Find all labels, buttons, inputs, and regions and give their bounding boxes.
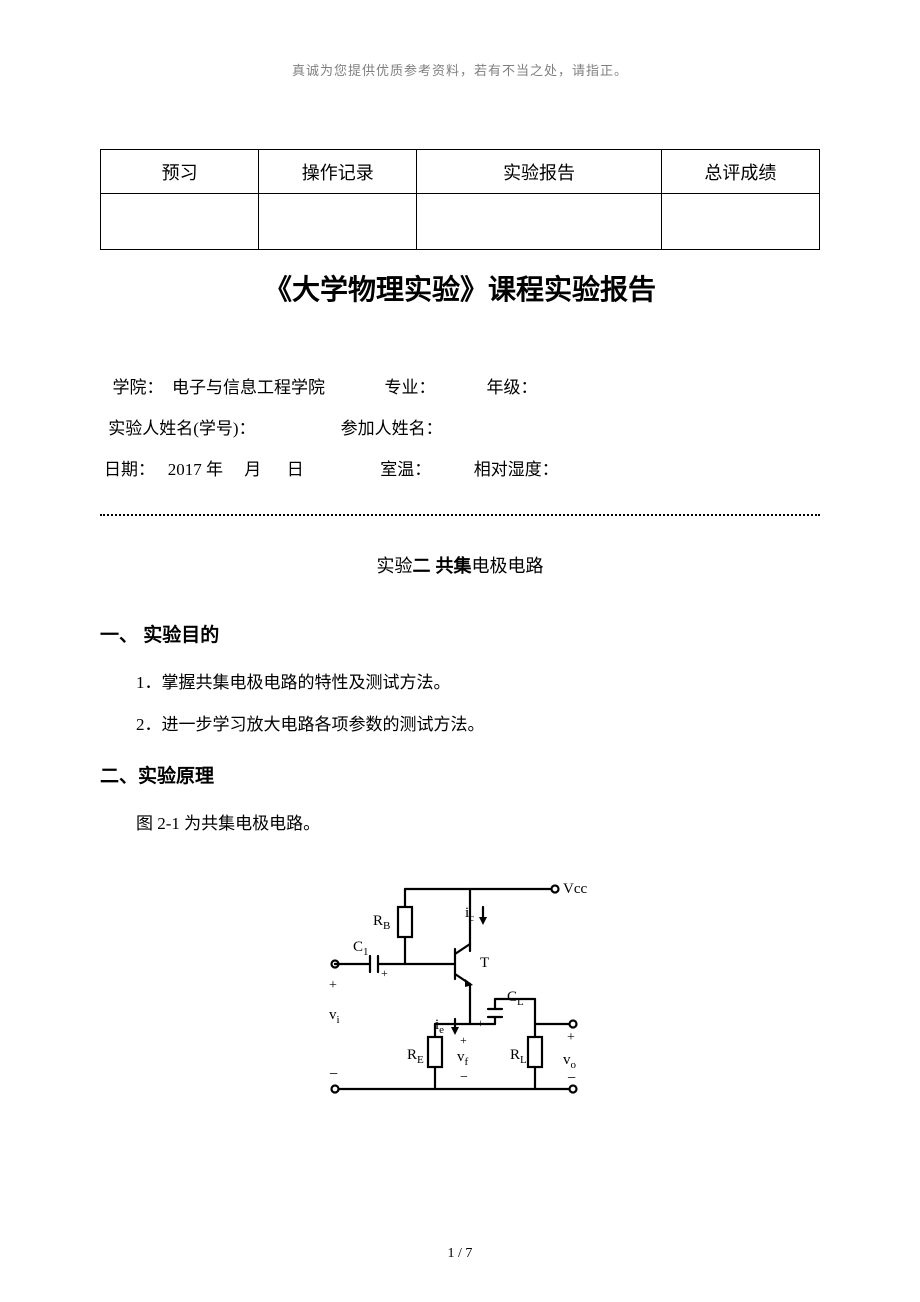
college-value xyxy=(164,368,173,409)
spacer-9 xyxy=(431,450,474,491)
label-vi: vi xyxy=(329,1007,340,1026)
exp-title-suffix: 电极电路 xyxy=(472,556,544,576)
experimenter-label: 实验人姓名(学号)： xyxy=(108,409,255,450)
label-vf-plus: + xyxy=(460,1033,467,1047)
section-1-item-2: 2．进一步学习放大电路各项参数的测试方法。 xyxy=(136,707,820,743)
info-row-3: 日期： 2017 年 月 日 室温： 相对湿度： xyxy=(104,450,816,491)
info-row-1: 学院： 电子与信息工程学院 专业： 年级： xyxy=(104,368,816,409)
score-val-preview xyxy=(101,194,259,250)
label-vf: vf xyxy=(457,1049,469,1068)
grade-label: 年级： xyxy=(487,368,538,409)
spacer-5 xyxy=(155,450,168,491)
section-2-heading: 二、实验原理 xyxy=(100,761,820,788)
college-label xyxy=(104,368,113,409)
label-vi-minus: − xyxy=(329,1066,338,1083)
score-header-row: 预习 操作记录 实验报告 总评成绩 xyxy=(101,150,820,194)
date-year: 2017 年 xyxy=(168,450,223,491)
header-note: 真诚为您提供优质参考资料，若有不当之处，请指正。 xyxy=(100,60,820,79)
spacer-2 xyxy=(436,368,487,409)
label-vo-plus: + xyxy=(567,1030,575,1045)
circuit-figure: Vcc RB C1 + + vi − T ic ie RE + vf − CL … xyxy=(100,869,820,1114)
label-cl-plus: + xyxy=(477,1016,484,1030)
label-c1: C1 xyxy=(353,939,369,958)
participant-label: 参加人姓名： xyxy=(341,409,443,450)
info-row-2: 实验人姓名(学号)： 参加人姓名： xyxy=(104,409,816,450)
label-cl: CL xyxy=(507,989,524,1008)
college-label-text: 学院： xyxy=(113,368,164,409)
label-vcc: Vcc xyxy=(563,881,587,897)
experiment-title: 实验二 共集电极电路 xyxy=(100,552,820,578)
label-ie: ie xyxy=(435,1017,444,1036)
label-t: T xyxy=(480,955,489,971)
date-label: 日期： xyxy=(104,450,155,491)
section-2-text: 图 2-1 为共集电极电路。 xyxy=(136,806,820,842)
spacer-1 xyxy=(325,368,385,409)
score-col-preview: 预习 xyxy=(101,150,259,194)
score-col-total: 总评成绩 xyxy=(661,150,819,194)
major-label: 专业： xyxy=(385,368,436,409)
score-col-report: 实验报告 xyxy=(417,150,661,194)
exp-title-prefix: 实验 xyxy=(376,556,412,576)
temp-label: 室温： xyxy=(380,450,431,491)
spacer-6 xyxy=(223,450,244,491)
score-table: 预习 操作记录 实验报告 总评成绩 xyxy=(100,149,820,250)
label-re: RE xyxy=(407,1047,424,1066)
score-col-record: 操作记录 xyxy=(259,150,417,194)
section-1-item-1: 1．掌握共集电极电路的特性及测试方法。 xyxy=(136,665,820,701)
circuit-diagram: Vcc RB C1 + + vi − T ic ie RE + vf − CL … xyxy=(315,869,605,1109)
page-number: 1 / 7 xyxy=(0,1246,920,1262)
spacer-8 xyxy=(304,450,381,491)
label-vf-minus: − xyxy=(460,1070,468,1085)
score-val-total xyxy=(661,194,819,250)
score-val-report xyxy=(417,194,661,250)
dotted-divider xyxy=(100,514,820,516)
label-vo-minus: − xyxy=(567,1070,576,1087)
date-month: 月 xyxy=(244,450,261,491)
section-1-heading: 一、 实验目的 xyxy=(100,620,820,647)
label-vi-plus: + xyxy=(329,978,337,993)
label-rb: RB xyxy=(373,913,390,932)
main-title: 《大学物理实验》课程实验报告 xyxy=(100,268,820,308)
exp-title-bold: 二 共集 xyxy=(412,556,471,576)
college-value-text: 电子与信息工程学院 xyxy=(172,368,325,409)
info-block: 学院： 电子与信息工程学院 专业： 年级： 实验人姓名(学号)： 参加人姓名： … xyxy=(100,368,820,490)
date-day: 日 xyxy=(287,450,304,491)
humidity-label: 相对湿度： xyxy=(474,450,559,491)
label-rl: RL xyxy=(510,1047,527,1066)
score-value-row xyxy=(101,194,820,250)
spacer-7 xyxy=(261,450,287,491)
label-vo: vo xyxy=(563,1052,577,1071)
score-val-record xyxy=(259,194,417,250)
label-c1-plus: + xyxy=(381,966,388,980)
spacer-4 xyxy=(256,409,341,450)
